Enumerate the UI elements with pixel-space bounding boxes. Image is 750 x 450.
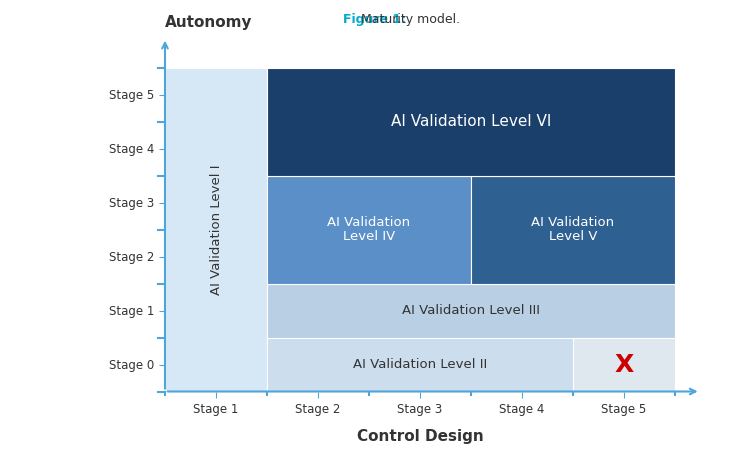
Bar — [267, 176, 471, 284]
Text: AI Validation Level I: AI Validation Level I — [209, 164, 223, 295]
Text: Autonomy: Autonomy — [165, 15, 253, 30]
Bar — [267, 338, 573, 392]
Text: AI Validation Level VI: AI Validation Level VI — [391, 114, 551, 129]
Bar — [573, 338, 675, 392]
Text: X: X — [614, 352, 634, 377]
Text: AI Validation
Level IV: AI Validation Level IV — [328, 216, 410, 243]
Bar — [267, 284, 675, 338]
Bar — [471, 176, 675, 284]
Text: AI Validation Level II: AI Validation Level II — [352, 358, 488, 371]
Text: AI Validation Level III: AI Validation Level III — [402, 304, 540, 317]
Text: AI Validation
Level V: AI Validation Level V — [532, 216, 614, 243]
Bar — [165, 68, 267, 392]
Text: Figure 1:: Figure 1: — [344, 14, 406, 27]
Text: Maturity model.: Maturity model. — [357, 14, 460, 27]
X-axis label: Control Design: Control Design — [357, 429, 483, 445]
Bar — [267, 68, 675, 176]
